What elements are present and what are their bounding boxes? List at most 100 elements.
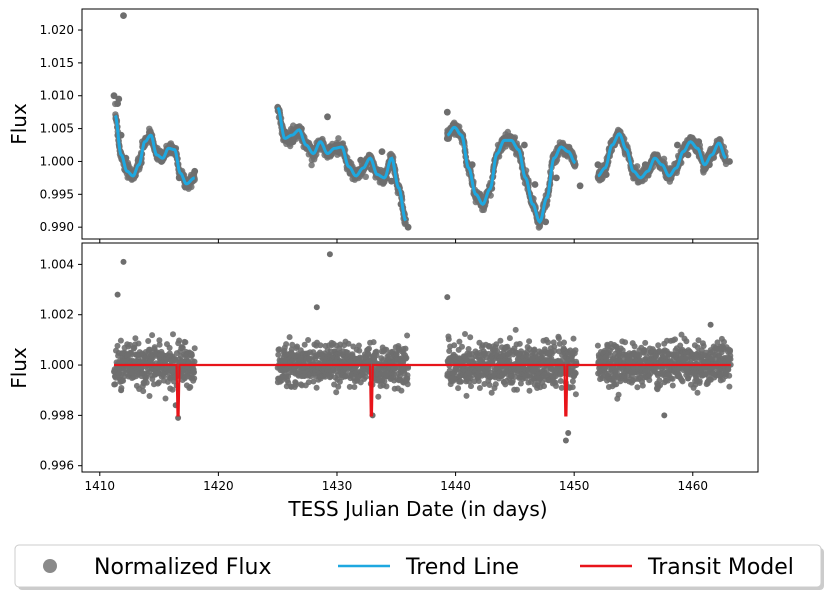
bottom-y-tick-label: 1.004 [40, 257, 74, 271]
legend-label-normalized-flux: Normalized Flux [94, 555, 271, 580]
bottom-flux-point [156, 337, 163, 344]
bottom-flux-point [445, 336, 452, 343]
bottom-flux-point [726, 383, 733, 390]
bottom-flux-point [545, 339, 552, 346]
bottom-flux-point [383, 383, 390, 390]
bottom-flux-point [149, 332, 156, 339]
top-flux-point [115, 95, 123, 103]
bottom-flux-point [553, 383, 559, 389]
bottom-flux-point [646, 377, 653, 384]
bottom-flux-point [402, 345, 409, 352]
bottom-x-tick-label: 1460 [677, 479, 708, 493]
bottom-flux-point [514, 386, 520, 393]
bottom-flux-point [506, 335, 513, 342]
bottom-flux-point [145, 338, 152, 344]
bottom-flux-point [156, 379, 162, 386]
bottom-y-ticks: 0.996 0.998 1.000 1.002 1.004 [40, 257, 82, 473]
bottom-flux-point [526, 338, 533, 345]
bottom-x-tick-label: 1430 [322, 479, 353, 493]
top-flux-point [378, 148, 386, 156]
bottom-flux-point [404, 372, 411, 379]
top-flux-point [362, 173, 369, 180]
top-flux-point [388, 177, 395, 185]
bottom-flux-point [476, 385, 483, 391]
bottom-flux-point [721, 338, 727, 345]
bottom-flux-point [404, 332, 411, 339]
bottom-flux-point [135, 340, 142, 347]
bottom-y-tick-label: 1.000 [40, 358, 74, 372]
bottom-flux-point [188, 352, 195, 359]
bottom-flux-point [446, 348, 453, 354]
top-flux-point [357, 156, 365, 164]
bottom-flux-point [370, 339, 377, 346]
bottom-flux-point [151, 344, 158, 351]
bottom-flux-point [661, 412, 668, 419]
bottom-x-ticks: 1410 1420 1430 1440 1450 1460 [85, 472, 708, 493]
bottom-flux-point [726, 372, 733, 379]
bottom-flux-point [694, 389, 701, 396]
bottom-y-tick-label: 1.002 [40, 308, 74, 322]
top-flux-point [487, 192, 494, 199]
bottom-flux-point [336, 378, 343, 385]
bottom-flux-point [459, 343, 465, 350]
bottom-flux-point [398, 387, 405, 394]
top-flux-point [126, 165, 134, 172]
bottom-flux-point [541, 383, 547, 390]
bottom-flux-point [191, 345, 198, 352]
bottom-flux-point [313, 384, 320, 391]
bottom-flux-point [465, 346, 472, 352]
bottom-flux-point [345, 340, 352, 347]
top-y-tick-label: 1.005 [40, 122, 74, 136]
top-flux-point [602, 171, 610, 179]
top-flux-point [570, 161, 578, 169]
bottom-x-tick-label: 1410 [85, 479, 116, 493]
bottom-flux-point [615, 391, 622, 398]
bottom-flux-point [120, 258, 127, 265]
bottom-flux-point [182, 339, 189, 346]
bottom-flux-point [162, 395, 169, 402]
bottom-flux-point [305, 337, 312, 343]
top-trend-lines [113, 106, 727, 225]
bottom-flux-point [362, 373, 369, 380]
bottom-flux-point [594, 342, 601, 349]
legend-marker-normalized-flux [43, 559, 57, 573]
bottom-flux-point [170, 331, 176, 338]
bottom-flux-point [727, 347, 734, 354]
top-y-tick-label: 0.990 [40, 220, 74, 234]
bottom-flux-point [187, 384, 194, 390]
top-flux-point [531, 181, 539, 188]
top-flux-point [120, 12, 127, 19]
bottom-flux-point [179, 344, 186, 351]
trend-line-segment [597, 132, 727, 180]
bottom-flux-point [305, 379, 312, 386]
bottom-flux-point [462, 331, 468, 337]
bottom-flux-point [351, 384, 358, 390]
bottom-flux-point [276, 346, 283, 353]
bottom-flux-point [572, 370, 579, 377]
bottom-flux-point [114, 291, 121, 298]
bottom-flux-point [570, 335, 577, 342]
bottom-flux-point [326, 251, 333, 258]
bottom-flux-point [112, 381, 119, 388]
bottom-flux-point [631, 343, 638, 350]
bottom-flux-point [286, 334, 293, 341]
top-flux-point [542, 218, 550, 226]
bottom-flux-point [381, 378, 388, 385]
bottom-flux-point [294, 343, 301, 350]
trend-line-segment [113, 114, 195, 186]
top-y-tick-label: 1.010 [40, 89, 74, 103]
bottom-flux-point [555, 335, 562, 342]
bottom-flux-point [696, 378, 703, 385]
bottom-flux-point [191, 375, 198, 382]
bottom-flux-point [143, 379, 150, 386]
bottom-flux-point [355, 342, 362, 349]
top-flux-point [726, 158, 733, 165]
bottom-flux-point [366, 345, 372, 352]
top-flux-point [641, 161, 649, 169]
top-y-ticks: 0.990 0.995 1.000 1.005 1.010 1.015 1.020 [40, 23, 694, 243]
bottom-flux-point [451, 342, 458, 349]
bottom-flux-point [492, 381, 499, 388]
bottom-flux-point [467, 334, 474, 341]
bottom-flux-point [572, 347, 579, 354]
top-y-tick-label: 1.020 [40, 23, 74, 37]
